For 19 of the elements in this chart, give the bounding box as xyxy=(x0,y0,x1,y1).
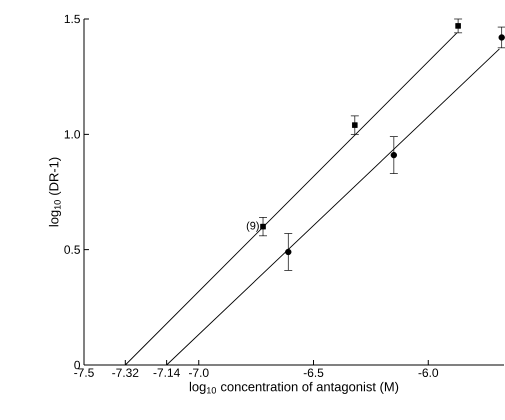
point xyxy=(498,34,505,41)
y-tick-label: 0.5 xyxy=(64,245,80,254)
point xyxy=(285,248,292,256)
point xyxy=(390,152,398,158)
point xyxy=(455,23,461,29)
x-tick-label: -6.0 xyxy=(418,368,438,377)
y-tick-label: 1.5 xyxy=(64,14,80,24)
x-tick-label: -7.5 xyxy=(74,368,94,377)
point xyxy=(260,224,266,230)
y-tick-label: 0 xyxy=(74,360,80,370)
x-tick-label: -7.14 xyxy=(154,368,180,377)
x-tick-label: -7.32 xyxy=(112,368,138,377)
x-axis-title: log$_{10}$ concentration of antagonist (M) xyxy=(190,382,398,394)
point xyxy=(352,122,358,128)
x-tick-label: -7.0 xyxy=(188,368,209,377)
annotation: (9) xyxy=(246,221,259,232)
y-axis-title: log$_{10}$ (DR-1) xyxy=(48,158,62,226)
x-tick-label: -6.5 xyxy=(304,368,324,377)
y-tick-label: 1.0 xyxy=(64,130,80,139)
